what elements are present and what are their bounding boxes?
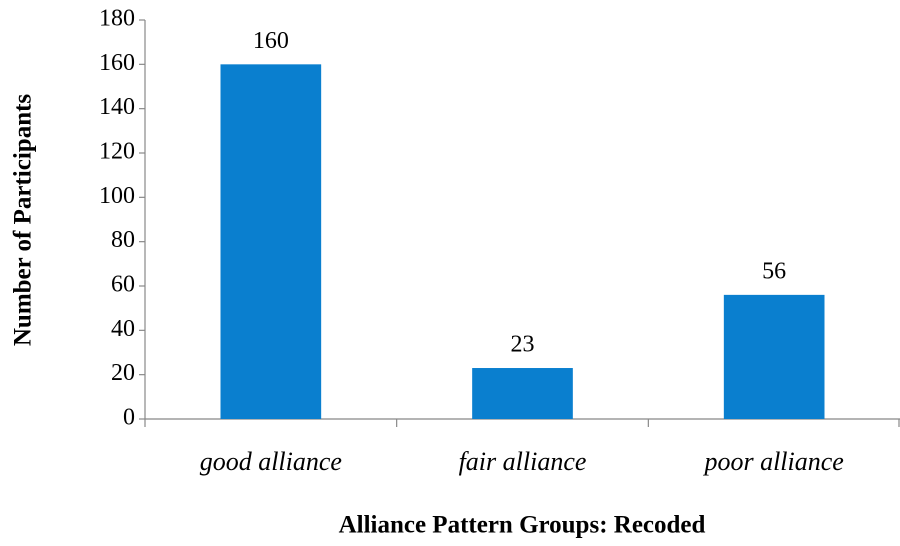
y-axis-title: Number of Participants — [10, 94, 37, 347]
y-tick-label: 40 — [111, 316, 135, 342]
data-label: 56 — [762, 258, 786, 284]
y-tick-label: 100 — [99, 183, 135, 209]
bar — [220, 64, 322, 419]
x-tick-label: good alliance — [200, 447, 342, 476]
bar — [723, 294, 825, 419]
y-tick-label: 80 — [111, 227, 135, 253]
y-tick-label: 120 — [99, 139, 135, 165]
data-label: 23 — [511, 332, 535, 358]
y-tick-label: 180 — [99, 6, 135, 32]
y-tick-label: 140 — [99, 94, 135, 120]
x-axis-title: Alliance Pattern Groups: Recoded — [339, 512, 706, 539]
y-tick-label: 160 — [99, 50, 135, 76]
y-tick-label: 0 — [123, 405, 135, 431]
x-tick-label: fair alliance — [459, 447, 587, 476]
y-tick-label: 60 — [111, 272, 135, 298]
data-label: 160 — [253, 28, 289, 54]
bar — [472, 368, 573, 419]
y-tick-label: 20 — [111, 360, 135, 386]
x-tick-label: poor alliance — [702, 447, 843, 476]
